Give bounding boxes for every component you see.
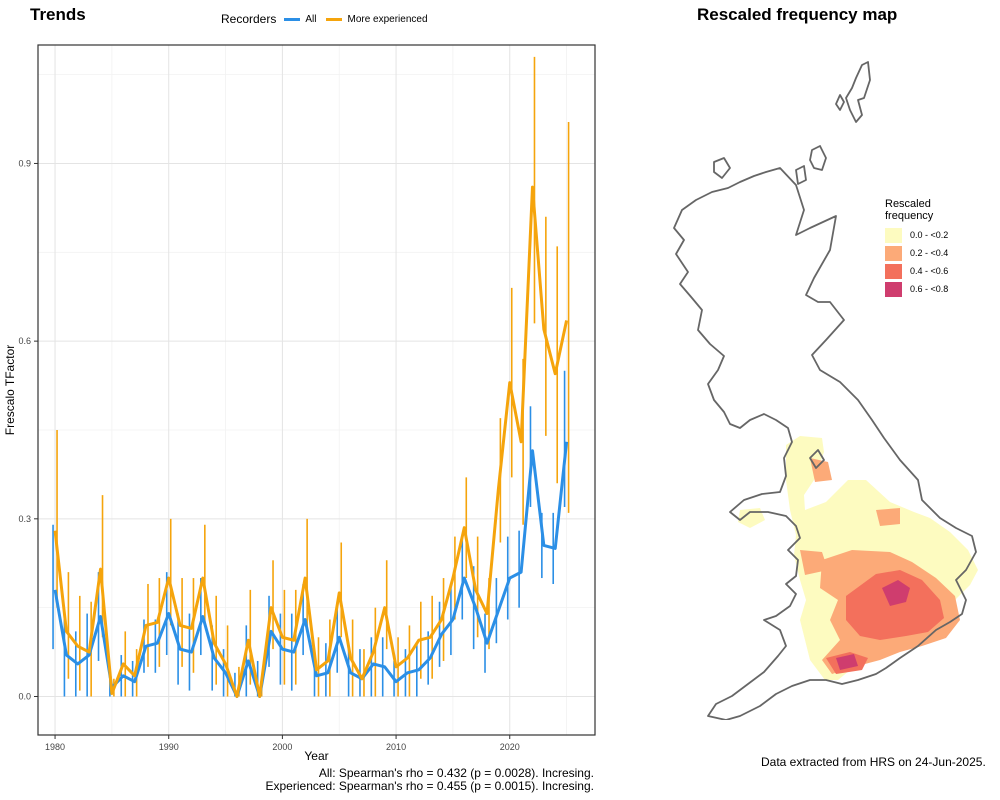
map-legend-swatch [885,263,902,279]
map-legend: Rescaled frequency 0.0 - <0.2 0.2 - <0.4… [885,198,948,298]
map-legend-row: 0.4 - <0.6 [885,262,948,280]
stats-all: All: Spearman's rho = 0.432 (p = 0.0028)… [318,766,594,780]
x-tick-label: 2000 [272,742,292,752]
map-legend-swatch [885,281,902,297]
map-legend-title: Rescaled frequency [885,198,948,222]
map-title: Rescaled frequency map [697,5,898,24]
trends-title: Trends [30,5,86,24]
map-legend-row: 0.0 - <0.2 [885,226,948,244]
trends-chart: 1980 1990 2000 2010 2020 0.0 0.3 0.6 0.9 Year Fres… [3,44,596,763]
data-source-note: Data extracted from HRS on 24-Jun-2025. [761,755,986,769]
legend-swatch-experienced [326,17,343,21]
map-fill-cells [738,436,978,680]
map-cells-mid-north [810,458,832,482]
map-cells-mid-west [800,550,828,575]
map-cells-mid-east [876,508,900,526]
legend-title: Recorders [221,12,277,26]
map-cells-low-wales [738,508,765,528]
legend-label-all: All [305,13,317,25]
x-tick-label: 1980 [45,742,65,752]
britain-outline [673,61,977,720]
map-legend-label: 0.2 - <0.4 [910,248,949,258]
y-tick-label: 0.9 [18,158,31,168]
frequency-map [673,61,978,720]
series-line [53,185,569,699]
map-legend-row: 0.2 - <0.4 [885,244,948,262]
x-tick-label: 2010 [386,742,406,752]
map-legend-label: 0.0 - <0.2 [910,230,949,240]
legend-label-experienced: More experienced [347,13,428,25]
map-cells-top-south [836,654,858,670]
map-legend-title-line1: Rescaled [885,198,931,210]
spearman-stats: All: Spearman's rho = 0.432 (p = 0.0028)… [266,767,595,793]
legend-swatch-all [284,17,301,21]
map-cells-top [882,580,910,606]
stats-experienced: Experienced: Spearman's rho = 0.455 (p =… [265,779,595,793]
chart-legend: Recorders All More experienced [221,12,436,26]
map-legend-label: 0.6 - <0.8 [910,284,949,294]
y-tick-label: 0.0 [18,692,31,702]
map-legend-swatch [885,227,902,243]
map-legend-label: 0.4 - <0.6 [910,266,949,276]
map-legend-swatch [885,245,902,261]
y-tick-label: 0.3 [18,514,31,524]
x-tick-label: 2020 [500,742,520,752]
y-axis-label: Frescalo TFactor [3,345,17,435]
y-tick-label: 0.6 [18,336,31,346]
x-tick-label: 1990 [159,742,179,752]
plot-panel-border [37,44,596,736]
map-legend-title-line2: frequency [885,210,934,222]
map-legend-row: 0.6 - <0.8 [885,280,948,298]
series-line [53,441,569,699]
map-cells-high [846,570,944,640]
x-axis-label: Year [304,749,328,763]
